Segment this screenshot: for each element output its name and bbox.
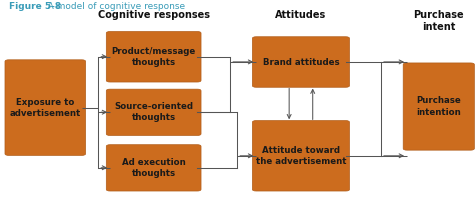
- Text: Exposure to
advertisement: Exposure to advertisement: [10, 97, 81, 118]
- Text: A model of cognitive response: A model of cognitive response: [40, 2, 186, 11]
- Text: Cognitive responses: Cognitive responses: [98, 10, 210, 20]
- FancyBboxPatch shape: [252, 121, 349, 191]
- Text: Purchase
intent: Purchase intent: [413, 10, 464, 32]
- Text: Source-oriented
thoughts: Source-oriented thoughts: [114, 102, 193, 122]
- FancyBboxPatch shape: [403, 63, 475, 150]
- Text: Attitudes: Attitudes: [275, 10, 327, 20]
- FancyBboxPatch shape: [252, 37, 349, 87]
- Text: Brand attitudes: Brand attitudes: [263, 58, 339, 66]
- FancyBboxPatch shape: [106, 145, 201, 191]
- FancyBboxPatch shape: [5, 60, 86, 155]
- FancyBboxPatch shape: [106, 89, 201, 135]
- Text: Figure 5-8: Figure 5-8: [9, 2, 61, 11]
- FancyBboxPatch shape: [106, 31, 201, 82]
- Text: Product/message
thoughts: Product/message thoughts: [111, 47, 196, 67]
- Text: Attitude toward
the advertisement: Attitude toward the advertisement: [256, 146, 346, 166]
- Text: Ad execution
thoughts: Ad execution thoughts: [122, 158, 186, 178]
- Text: Purchase
intention: Purchase intention: [416, 96, 461, 117]
